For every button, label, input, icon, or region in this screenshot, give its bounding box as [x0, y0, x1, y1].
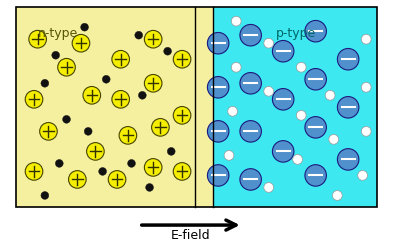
Circle shape — [84, 127, 92, 135]
Bar — [16, 7, 377, 207]
Circle shape — [361, 34, 371, 44]
Circle shape — [167, 147, 175, 155]
Circle shape — [332, 191, 342, 200]
Circle shape — [25, 91, 43, 108]
Circle shape — [173, 107, 191, 124]
Circle shape — [361, 126, 371, 136]
Circle shape — [264, 86, 274, 96]
Circle shape — [135, 31, 143, 39]
Circle shape — [146, 183, 154, 191]
Circle shape — [338, 97, 359, 118]
Circle shape — [55, 160, 63, 167]
Circle shape — [272, 41, 294, 62]
Circle shape — [208, 121, 229, 142]
Circle shape — [228, 106, 237, 116]
Circle shape — [208, 77, 229, 98]
Circle shape — [240, 169, 261, 190]
Circle shape — [112, 91, 129, 108]
Circle shape — [144, 159, 162, 176]
Circle shape — [29, 30, 46, 48]
Circle shape — [119, 127, 137, 144]
Circle shape — [224, 151, 234, 160]
Circle shape — [272, 89, 294, 110]
Circle shape — [173, 163, 191, 180]
Text: E-field: E-field — [171, 229, 211, 242]
Circle shape — [83, 87, 101, 104]
Circle shape — [152, 119, 169, 136]
Circle shape — [361, 82, 371, 92]
Circle shape — [293, 154, 303, 164]
Circle shape — [240, 72, 261, 94]
Circle shape — [208, 165, 229, 186]
Circle shape — [72, 34, 90, 52]
Circle shape — [338, 149, 359, 170]
Circle shape — [86, 142, 104, 160]
Circle shape — [325, 91, 335, 100]
Circle shape — [264, 38, 274, 48]
Circle shape — [41, 192, 49, 199]
Circle shape — [52, 51, 60, 59]
Circle shape — [231, 16, 241, 26]
Bar — [16, 7, 195, 207]
Circle shape — [81, 23, 88, 31]
Circle shape — [272, 141, 294, 162]
Text: n-type: n-type — [38, 27, 78, 40]
Circle shape — [138, 92, 146, 99]
Circle shape — [144, 30, 162, 48]
Circle shape — [305, 69, 327, 90]
Circle shape — [296, 111, 306, 120]
Circle shape — [240, 24, 261, 46]
Circle shape — [108, 171, 126, 188]
Bar — [213, 7, 377, 207]
Circle shape — [173, 51, 191, 68]
Circle shape — [99, 168, 107, 175]
Circle shape — [62, 115, 70, 123]
Circle shape — [329, 134, 339, 144]
Circle shape — [208, 32, 229, 54]
Circle shape — [164, 47, 171, 55]
Circle shape — [58, 59, 75, 76]
Circle shape — [112, 51, 129, 68]
Circle shape — [231, 62, 241, 72]
Circle shape — [68, 171, 86, 188]
Circle shape — [305, 20, 327, 42]
Circle shape — [305, 165, 327, 186]
Circle shape — [358, 171, 367, 180]
Circle shape — [240, 121, 261, 142]
Bar — [195, 7, 213, 207]
Text: p-type: p-type — [276, 27, 316, 40]
Circle shape — [305, 117, 327, 138]
Circle shape — [25, 163, 43, 180]
Circle shape — [296, 62, 306, 72]
Circle shape — [264, 183, 274, 192]
Circle shape — [128, 160, 136, 167]
Circle shape — [102, 75, 110, 83]
Circle shape — [338, 49, 359, 70]
Circle shape — [40, 122, 57, 140]
Circle shape — [41, 79, 49, 87]
Circle shape — [144, 74, 162, 92]
